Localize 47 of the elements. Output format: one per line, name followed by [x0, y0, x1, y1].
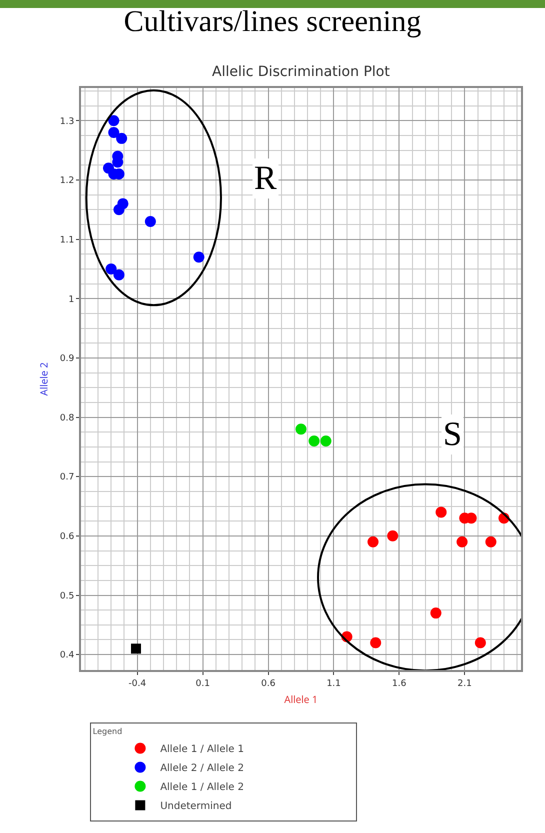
point — [308, 436, 320, 446]
legend-label: Undetermined — [160, 801, 232, 812]
point — [113, 269, 124, 280]
legend-label: Allele 1 / Allele 2 — [160, 782, 244, 794]
x-tick-label: 1.6 — [392, 678, 407, 689]
x-tick-label: 0.1 — [196, 678, 210, 689]
legend-label: Allele 1 / Allele 1 — [160, 744, 244, 756]
chart-title: Cultivars/lines screening — [122, 5, 422, 38]
point — [368, 536, 379, 548]
y-tick-label: 0.6 — [60, 532, 74, 542]
point — [370, 637, 382, 648]
point — [436, 506, 447, 518]
point — [108, 115, 120, 126]
annotation: S — [443, 416, 462, 453]
point — [106, 263, 117, 274]
point — [456, 536, 468, 548]
point — [474, 637, 486, 648]
chart-subtitle: Allelic Discrimination Plot — [212, 64, 390, 80]
y-tick-label: 0.7 — [60, 472, 74, 483]
point — [485, 536, 496, 548]
x-tick-label: -0.4 — [128, 678, 146, 689]
x-tick-label: 1.1 — [326, 678, 341, 689]
point — [116, 132, 128, 144]
y-tick-label: 1.1 — [60, 235, 74, 246]
x-axis-title: Allele 1 — [284, 692, 318, 706]
point — [387, 530, 398, 542]
point — [113, 204, 124, 216]
y-axis-title: Allele 2 — [36, 362, 50, 396]
point — [193, 252, 204, 263]
x-tick-label: 2.1 — [458, 678, 472, 689]
y-tick-label: 0.9 — [60, 354, 74, 364]
legend-title: Legend — [92, 726, 122, 736]
y-tick-label: 1.3 — [60, 116, 74, 127]
y-tick-label: 1.2 — [60, 176, 74, 186]
y-tick-label: 0.8 — [60, 413, 74, 424]
point — [131, 644, 141, 654]
y-tick-label: 0.5 — [60, 591, 74, 602]
y-tick-label: 0.4 — [60, 650, 74, 661]
point — [320, 436, 332, 446]
y-tick-label: 1 — [68, 294, 74, 305]
point — [430, 608, 442, 619]
point — [144, 216, 156, 227]
annotation: R — [254, 160, 277, 197]
legend-label: Allele 2 / Allele 2 — [160, 763, 244, 774]
x-tick-label: 0.6 — [261, 678, 276, 689]
point — [296, 424, 306, 435]
point — [108, 127, 120, 138]
